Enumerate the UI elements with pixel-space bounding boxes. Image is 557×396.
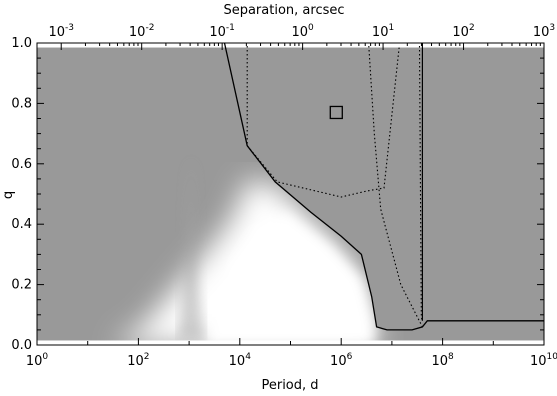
top-tick-label: 10-2 bbox=[129, 23, 155, 40]
companion-marker bbox=[329, 105, 343, 120]
y-tick-label: 0.6 bbox=[11, 157, 32, 172]
top-tick-label-base: 10 bbox=[48, 25, 65, 40]
shade-spike bbox=[177, 157, 205, 339]
top-tick-label: 10-3 bbox=[48, 23, 74, 40]
limit-line-dotted-3 bbox=[418, 45, 423, 321]
x-tick-label: 106 bbox=[330, 352, 353, 369]
y-tick-label: 0.4 bbox=[11, 217, 32, 232]
x-tick-label-base: 10 bbox=[330, 354, 347, 369]
top-tick-label: 102 bbox=[452, 23, 474, 40]
top-tick-label-base: 10 bbox=[129, 25, 146, 40]
shaded-regions bbox=[37, 43, 544, 345]
y-tick-label: 0.0 bbox=[11, 338, 32, 353]
x-axis-title: Period, d bbox=[261, 378, 318, 393]
shade-white-core bbox=[204, 212, 375, 345]
y-tick-label: 1.0 bbox=[11, 36, 32, 51]
top-tick-label: 103 bbox=[533, 23, 555, 40]
top-tick-label: 100 bbox=[291, 23, 314, 40]
x-tick-label: 108 bbox=[431, 352, 454, 369]
top-axis-title: Separation, arcsec bbox=[223, 3, 344, 18]
shade-excluded-region bbox=[224, 43, 544, 330]
x-tick-label-exponent: 0 bbox=[42, 352, 48, 362]
x-tick-label-base: 10 bbox=[229, 354, 246, 369]
x-tick-label-base: 10 bbox=[431, 354, 448, 369]
top-tick-label-base: 10 bbox=[291, 25, 308, 40]
top-tick-label-exponent: -1 bbox=[226, 23, 235, 33]
x-tick-label-exponent: 8 bbox=[448, 352, 454, 362]
limit-line-dotted-1 bbox=[246, 45, 400, 198]
x-tick-label: 100 bbox=[26, 352, 49, 369]
top-tick-label-base: 10 bbox=[452, 25, 469, 40]
y-tick-label: 0.2 bbox=[11, 278, 32, 293]
x-tick-label-exponent: 4 bbox=[245, 352, 251, 362]
top-tick-label-exponent: 1 bbox=[388, 23, 394, 33]
top-tick-label: 101 bbox=[372, 23, 394, 40]
y-axis-title: q bbox=[1, 191, 16, 199]
x-tick-label-exponent: 10 bbox=[547, 352, 557, 362]
top-tick-label-exponent: 2 bbox=[469, 23, 475, 33]
top-tick-label-base: 10 bbox=[372, 25, 389, 40]
x-tick-label: 104 bbox=[229, 352, 252, 369]
x-tick-label-exponent: 2 bbox=[144, 352, 150, 362]
limit-lines bbox=[223, 43, 544, 331]
top-tick-label-base: 10 bbox=[533, 25, 550, 40]
top-tick-label-exponent: -2 bbox=[145, 23, 154, 33]
x-tick-label-base: 10 bbox=[127, 354, 144, 369]
axis-ticks bbox=[36, 42, 545, 346]
x-tick-label: 102 bbox=[127, 352, 149, 369]
x-tick-label-exponent: 6 bbox=[347, 352, 353, 362]
top-tick-label-exponent: 0 bbox=[308, 23, 314, 33]
top-tick-label-exponent: -3 bbox=[65, 23, 74, 33]
top-tick-label: 10-1 bbox=[209, 23, 235, 40]
x-tick-label: 1010 bbox=[530, 352, 557, 369]
top-tick-label-exponent: 3 bbox=[549, 23, 555, 33]
x-tick-label-base: 10 bbox=[26, 354, 43, 369]
top-tick-label-base: 10 bbox=[209, 25, 226, 40]
x-tick-label-base: 10 bbox=[530, 354, 547, 369]
plot-area bbox=[37, 43, 544, 345]
y-tick-label: 0.8 bbox=[11, 96, 32, 111]
